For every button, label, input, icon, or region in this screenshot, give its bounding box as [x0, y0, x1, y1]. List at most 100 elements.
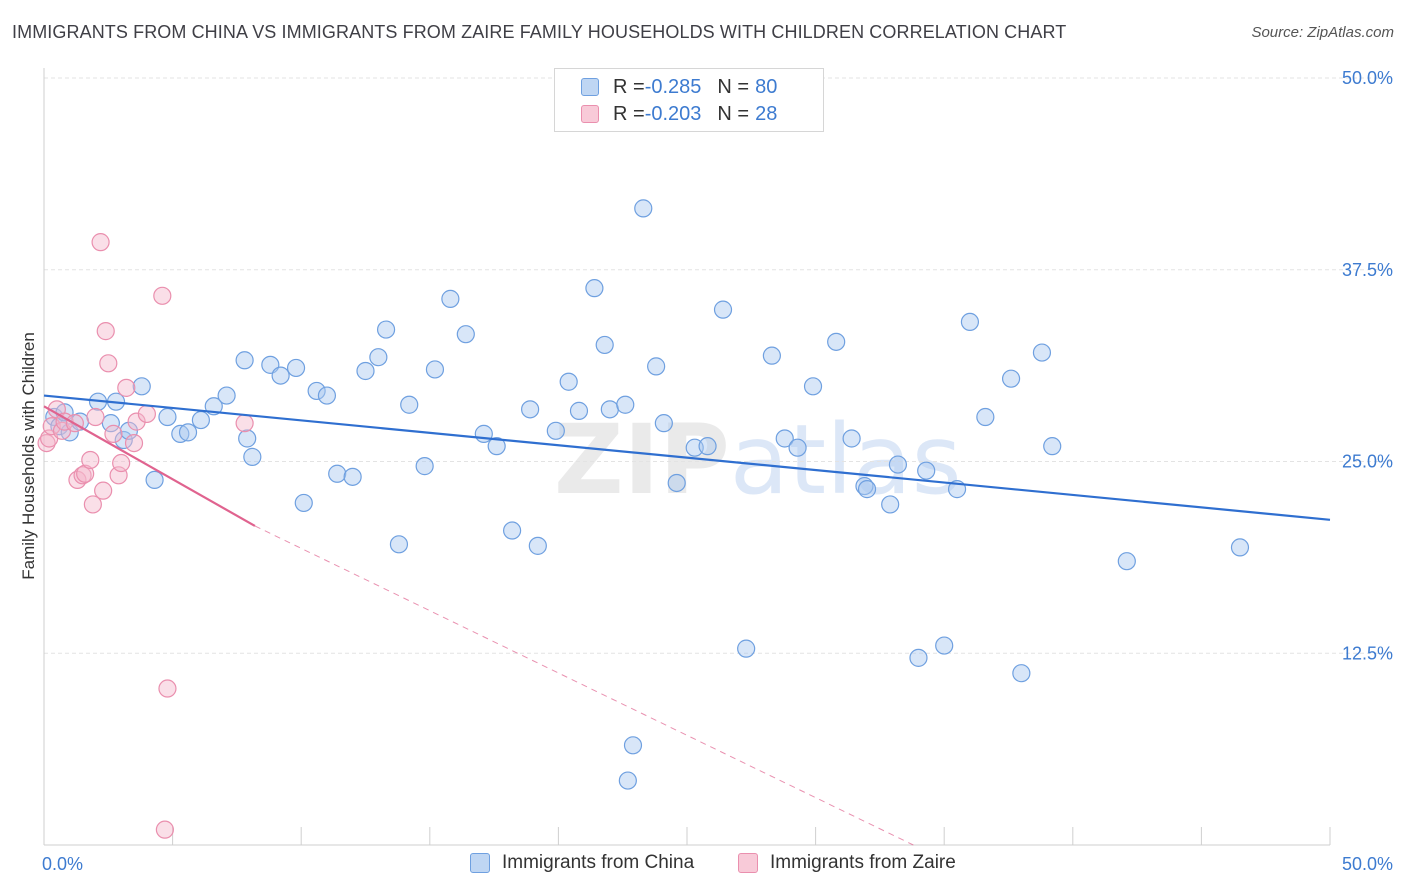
series-legend-label: Immigrants from Zaire: [770, 852, 956, 873]
china-point: [425, 360, 445, 379]
legend-n-label: N =: [717, 102, 750, 125]
zaire-point: [127, 412, 146, 431]
x-tick-label: 0.0%: [42, 854, 83, 874]
china-point: [762, 346, 781, 365]
zaire-point: [86, 407, 105, 427]
legend-n-label: N =: [717, 75, 750, 98]
china-point: [1117, 552, 1136, 571]
china-point: [415, 457, 434, 476]
china-trend-line: [43, 394, 1331, 521]
china-point: [171, 424, 190, 443]
y-tick-label: 25.0%: [1342, 452, 1393, 472]
zaire-point: [117, 378, 136, 397]
legend-n-value: 80: [755, 75, 778, 98]
y-tick-label: 50.0%: [1342, 68, 1393, 88]
legend-swatch-china: [581, 78, 599, 96]
series-legend: Immigrants from China Immigrants from Za…: [0, 852, 1406, 878]
china-point: [235, 351, 254, 370]
zaire-point: [158, 679, 177, 698]
china-point: [698, 437, 717, 456]
china-point: [857, 480, 877, 499]
chart-title: IMMIGRANTS FROM CHINA VS IMMIGRANTS FROM…: [12, 22, 1067, 42]
china-point: [145, 470, 164, 490]
china-point: [909, 648, 928, 667]
zaire-point: [94, 481, 113, 500]
series-legend-zaire: Immigrants from Zaire: [738, 852, 956, 874]
china-point: [976, 407, 995, 427]
china-point: [559, 372, 578, 391]
china-point: [1012, 664, 1031, 683]
zaire-point: [81, 450, 100, 470]
x-tick-label: 50.0%: [1342, 854, 1393, 874]
series-swatch-zaire: [738, 853, 758, 873]
china-point: [474, 424, 493, 443]
china-point: [827, 332, 846, 351]
china-point: [775, 429, 794, 448]
zaire-point: [153, 286, 172, 305]
zaire-point: [96, 322, 115, 341]
china-point: [595, 335, 614, 355]
china-point: [647, 357, 666, 376]
zaire-point: [155, 820, 174, 839]
china-point: [667, 473, 686, 493]
zaire-trend-line: [43, 405, 256, 527]
china-point: [960, 312, 980, 332]
zaire-point: [112, 453, 131, 473]
china-point: [616, 395, 635, 414]
china-point: [521, 400, 540, 419]
zaire-point: [83, 495, 102, 514]
correlation-legend: R = -0.285 N = 80 R = -0.203 N = 28: [554, 68, 824, 132]
source-label: Source: ZipAtlas.com: [1251, 24, 1394, 41]
china-point: [1230, 538, 1250, 557]
series-legend-label: Immigrants from China: [502, 852, 695, 873]
china-point: [114, 430, 133, 450]
china-point: [238, 429, 257, 448]
china-point: [917, 461, 936, 480]
china-point: [191, 410, 210, 430]
china-point: [271, 366, 290, 385]
watermark-atlas: atlas: [729, 404, 962, 516]
china-point: [178, 423, 198, 442]
china-point: [441, 289, 460, 308]
china-point: [623, 736, 643, 755]
legend-r-label: R =: [613, 102, 645, 125]
y-tick-label: 12.5%: [1342, 643, 1393, 663]
china-point: [317, 386, 337, 405]
china-point: [713, 300, 733, 319]
china-point: [528, 536, 547, 555]
china-point: [634, 199, 653, 218]
legend-row-china: R = -0.285 N = 80: [581, 75, 777, 99]
china-point: [158, 407, 177, 427]
china-point: [487, 437, 506, 456]
china-point: [803, 377, 823, 396]
zaire-point: [104, 424, 123, 443]
china-point: [1001, 369, 1021, 388]
china-point: [503, 521, 522, 540]
legend-swatch-zaire: [581, 105, 599, 123]
china-point: [376, 320, 396, 339]
china-point: [400, 395, 419, 414]
legend-r-value: -0.285: [644, 75, 702, 98]
china-point: [101, 414, 120, 433]
series-swatch-china: [470, 853, 490, 873]
china-point: [307, 381, 326, 401]
zaire-trend-extension: [254, 525, 914, 846]
china-point: [842, 429, 861, 448]
china-point: [217, 386, 236, 405]
legend-r-label: R =: [613, 75, 645, 98]
china-point: [600, 400, 619, 419]
china-point: [132, 377, 151, 396]
china-point: [585, 279, 604, 298]
china-point: [737, 639, 756, 658]
series-legend-china: Immigrants from China: [470, 852, 694, 874]
china-point: [618, 771, 637, 790]
china-point: [356, 361, 375, 381]
zaire-point: [137, 404, 156, 424]
china-point: [294, 493, 313, 513]
china-point: [935, 636, 954, 655]
china-point: [569, 401, 589, 420]
china-point: [456, 325, 475, 344]
china-point: [881, 495, 900, 514]
china-point: [328, 464, 347, 483]
